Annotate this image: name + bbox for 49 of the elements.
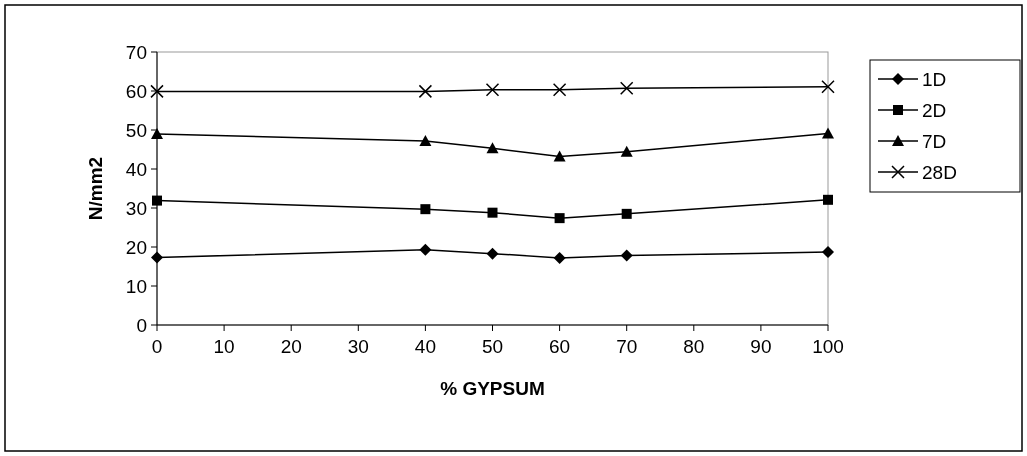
legend-label: 7D bbox=[922, 130, 947, 152]
point bbox=[418, 84, 433, 99]
point bbox=[420, 204, 431, 215]
y-tick-label: 60 bbox=[125, 80, 147, 102]
point bbox=[823, 194, 833, 205]
x-tick-label: 20 bbox=[280, 336, 302, 357]
point bbox=[486, 142, 499, 154]
point bbox=[822, 127, 834, 139]
y-tick-label: 10 bbox=[125, 275, 147, 297]
x-tick-label: 80 bbox=[683, 336, 705, 357]
y-tick-label: 20 bbox=[125, 236, 147, 258]
point bbox=[821, 79, 835, 94]
x-tick-label: 60 bbox=[549, 336, 571, 357]
legend-label: 1D bbox=[922, 68, 947, 90]
point bbox=[151, 127, 163, 139]
point bbox=[619, 81, 634, 96]
legend-label: 28D bbox=[922, 161, 957, 183]
point bbox=[620, 249, 633, 262]
x-tick-label: 30 bbox=[347, 336, 369, 357]
y-tick-label: 40 bbox=[125, 158, 147, 180]
point bbox=[150, 84, 164, 99]
point bbox=[485, 83, 500, 97]
point bbox=[486, 247, 499, 260]
x-tick-label: 40 bbox=[414, 336, 436, 357]
point bbox=[419, 243, 432, 256]
point bbox=[419, 134, 432, 146]
x-tick-label: 90 bbox=[750, 336, 772, 357]
y-tick-label: 70 bbox=[125, 41, 147, 63]
point bbox=[554, 213, 565, 224]
y-tick-label: 30 bbox=[125, 197, 147, 219]
point bbox=[822, 246, 834, 259]
point bbox=[553, 150, 566, 162]
x-axis-title: % GYPSUM bbox=[440, 378, 545, 399]
y-tick-label: 0 bbox=[136, 314, 147, 336]
point bbox=[620, 145, 633, 157]
point bbox=[552, 83, 567, 97]
point bbox=[621, 208, 632, 219]
y-axis-title: N/mm2 bbox=[85, 156, 106, 221]
point bbox=[152, 195, 162, 206]
point bbox=[553, 251, 566, 264]
x-tick-label: 10 bbox=[213, 336, 235, 357]
point bbox=[487, 207, 498, 218]
x-tick-label: 50 bbox=[481, 336, 504, 357]
x-tick-label: 70 bbox=[616, 336, 638, 357]
x-tick-label: 0 bbox=[151, 336, 163, 357]
x-tick-label: 100 bbox=[812, 336, 844, 357]
y-tick-label: 50 bbox=[125, 119, 147, 141]
legend-label: 2D bbox=[922, 99, 947, 121]
point bbox=[151, 251, 163, 264]
